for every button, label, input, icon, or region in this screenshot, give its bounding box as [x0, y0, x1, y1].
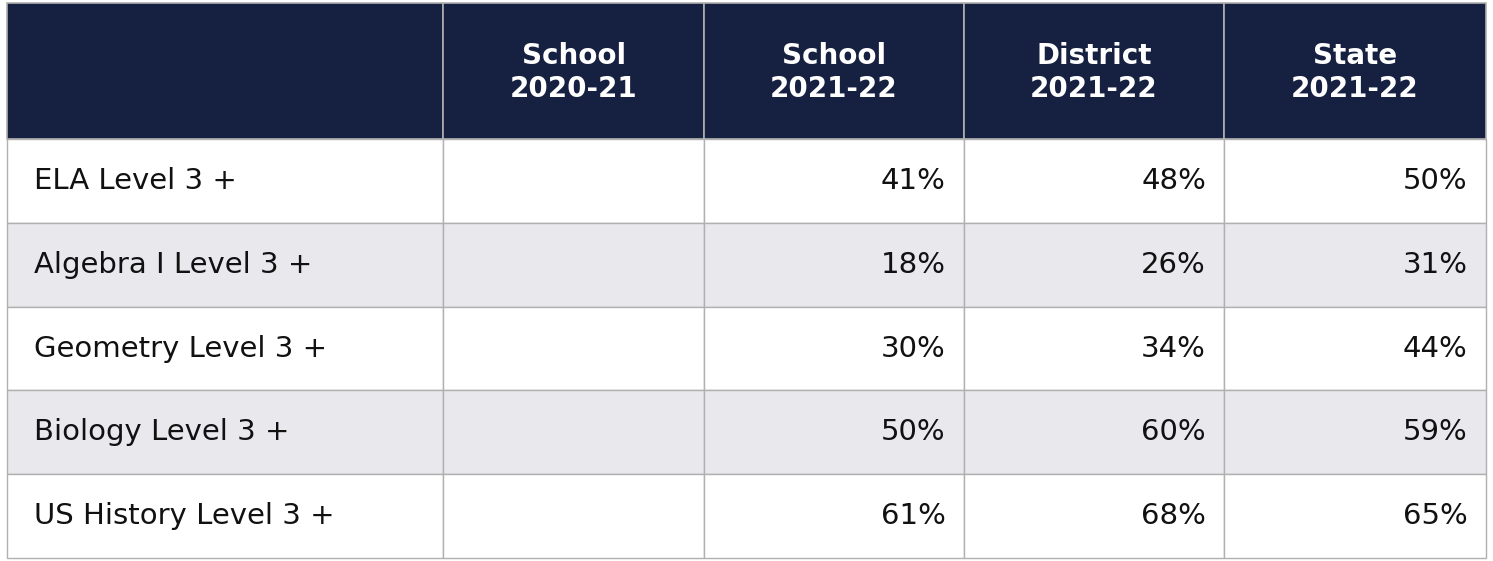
Bar — [7, 223, 443, 307]
Text: 26%: 26% — [1141, 251, 1206, 279]
Bar — [703, 139, 964, 223]
Bar — [443, 3, 703, 139]
Bar — [964, 475, 1224, 558]
Bar — [443, 307, 703, 390]
Text: Biology Level 3 +: Biology Level 3 + — [34, 419, 290, 447]
Bar — [703, 3, 964, 139]
Bar — [703, 223, 964, 307]
Bar — [1224, 139, 1486, 223]
Text: 44%: 44% — [1403, 334, 1468, 362]
Text: ELA Level 3 +: ELA Level 3 + — [34, 167, 237, 195]
Text: 2021-22: 2021-22 — [770, 75, 897, 103]
Text: 41%: 41% — [881, 167, 947, 195]
Text: School: School — [521, 42, 626, 70]
Text: 2020-21: 2020-21 — [509, 75, 638, 103]
Bar — [703, 307, 964, 390]
Text: Algebra I Level 3 +: Algebra I Level 3 + — [34, 251, 312, 279]
Text: 65%: 65% — [1403, 502, 1468, 530]
Text: Geometry Level 3 +: Geometry Level 3 + — [34, 334, 327, 362]
Text: District: District — [1036, 42, 1151, 70]
Text: School: School — [782, 42, 885, 70]
Bar — [1224, 3, 1486, 139]
Text: 18%: 18% — [881, 251, 947, 279]
Bar — [7, 3, 443, 139]
Bar — [964, 3, 1224, 139]
Text: 34%: 34% — [1141, 334, 1206, 362]
Text: 30%: 30% — [881, 334, 947, 362]
Text: 31%: 31% — [1402, 251, 1468, 279]
Bar — [703, 475, 964, 558]
Text: 60%: 60% — [1141, 419, 1206, 447]
Bar — [443, 390, 703, 475]
Text: 59%: 59% — [1403, 419, 1468, 447]
Bar — [1224, 475, 1486, 558]
Bar — [443, 475, 703, 558]
Bar — [7, 390, 443, 475]
Text: 68%: 68% — [1141, 502, 1206, 530]
Bar — [964, 223, 1224, 307]
Bar — [703, 390, 964, 475]
Bar — [7, 475, 443, 558]
Bar — [7, 307, 443, 390]
Bar — [1224, 307, 1486, 390]
Bar — [964, 307, 1224, 390]
Text: 61%: 61% — [881, 502, 947, 530]
Text: 50%: 50% — [1403, 167, 1468, 195]
Bar — [443, 223, 703, 307]
Text: 48%: 48% — [1141, 167, 1206, 195]
Bar — [443, 139, 703, 223]
Text: US History Level 3 +: US History Level 3 + — [34, 502, 334, 530]
Text: 2021-22: 2021-22 — [1291, 75, 1418, 103]
Bar — [1224, 390, 1486, 475]
Text: State: State — [1312, 42, 1397, 70]
Bar — [964, 139, 1224, 223]
Bar — [7, 139, 443, 223]
Bar — [964, 390, 1224, 475]
Text: 2021-22: 2021-22 — [1030, 75, 1157, 103]
Bar — [1224, 223, 1486, 307]
Text: 50%: 50% — [881, 419, 947, 447]
